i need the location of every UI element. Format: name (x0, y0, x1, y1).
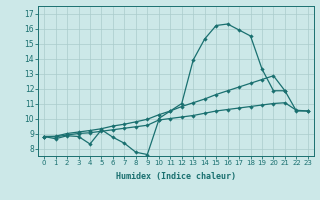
X-axis label: Humidex (Indice chaleur): Humidex (Indice chaleur) (116, 172, 236, 181)
